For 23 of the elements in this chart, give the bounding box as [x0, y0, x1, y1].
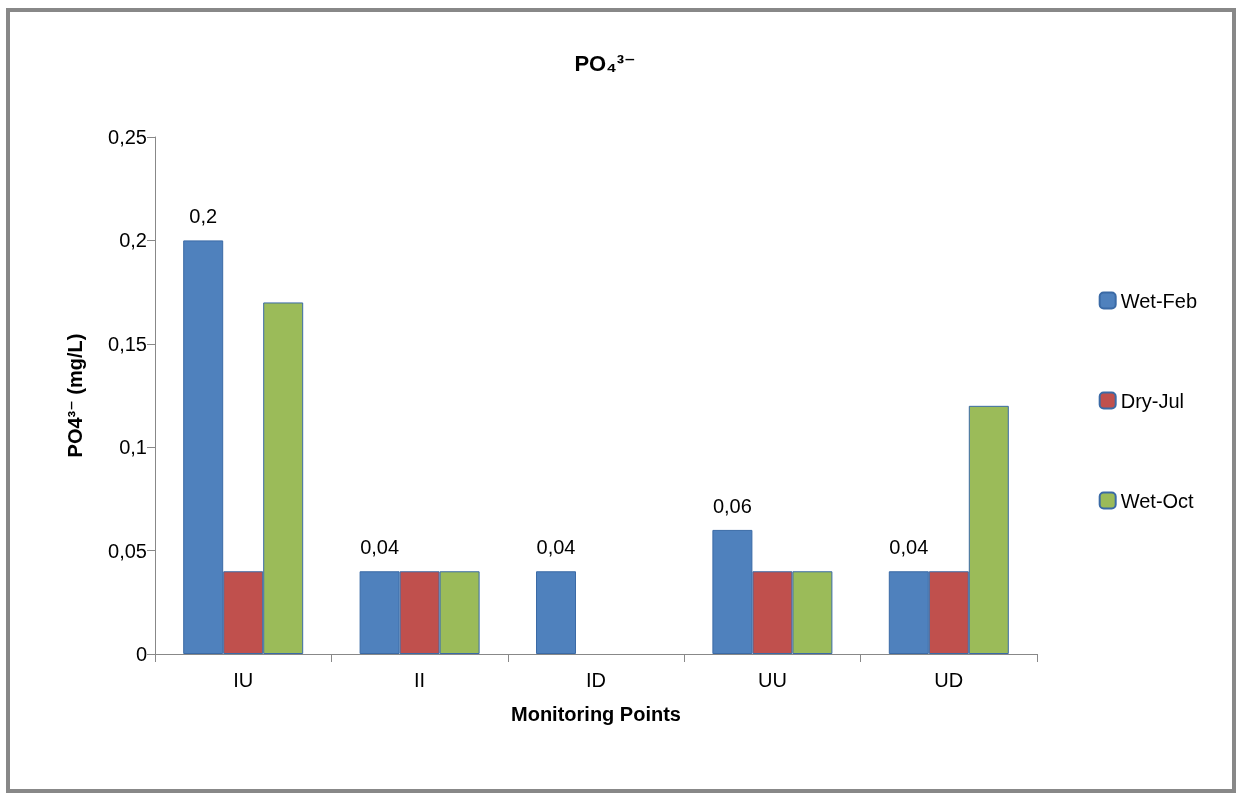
data-label: 0,04 [360, 536, 400, 559]
x-axis-title: Monitoring Points [511, 703, 681, 725]
y-tick-label: 0,25 [108, 126, 147, 148]
legend-label: Wet-Oct [1120, 489, 1195, 512]
bar [536, 571, 576, 654]
data-label: 0,2 [189, 205, 218, 228]
y-tick-label: 0,15 [108, 332, 147, 355]
legend-label: Wet-Feb [1120, 289, 1198, 312]
data-label: 0,06 [712, 494, 752, 517]
x-tick-label: IU [233, 669, 254, 691]
x-tick-label: II [414, 669, 426, 691]
y-tick-label: 0,2 [119, 229, 147, 252]
y-tick-label: 0 [135, 643, 147, 665]
x-tick-label: ID [586, 669, 606, 691]
x-tick-label: UU [757, 669, 787, 691]
y-tick-label: 0,1 [119, 436, 147, 459]
legend-label: Dry-Jul [1120, 389, 1185, 412]
x-tick-label: UD [934, 669, 964, 691]
chart-title: PO₄³⁻ [574, 50, 636, 76]
y-tick-label: 0,05 [108, 539, 147, 562]
data-label: 0,04 [536, 536, 576, 559]
data-label: 0,04 [889, 536, 929, 559]
y-axis-title: PO4³⁻ (mg/L) [64, 333, 86, 458]
